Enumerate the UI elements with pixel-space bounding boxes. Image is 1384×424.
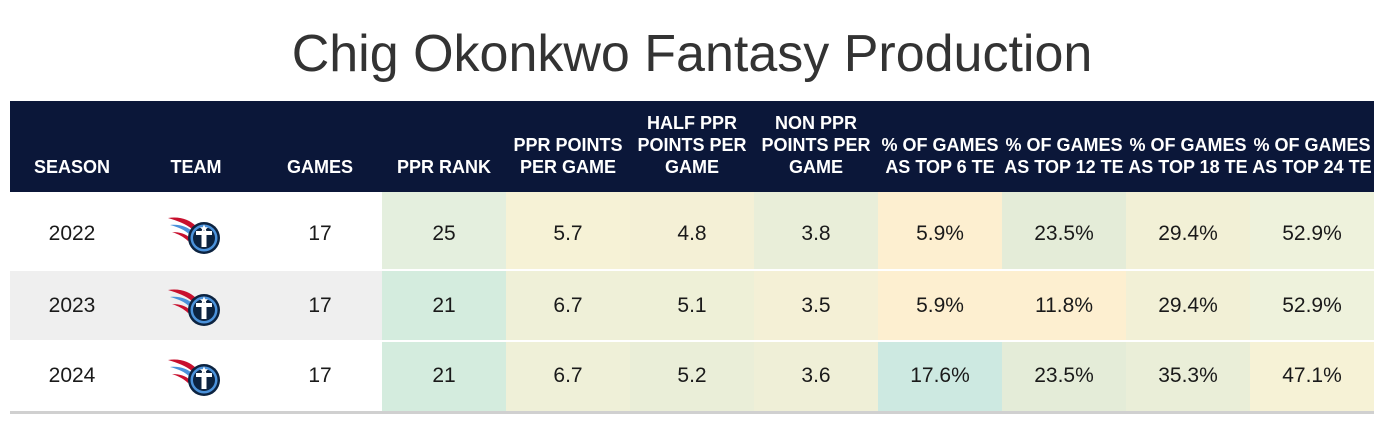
- team-cell: [134, 192, 258, 271]
- ppr-rank-cell: 21: [382, 341, 506, 414]
- games-cell: 17: [258, 341, 382, 414]
- column-header-non-ppr-ppg: NON PPR POINTS PER GAME: [754, 101, 878, 192]
- top12-cell: 23.5%: [1002, 192, 1126, 271]
- column-header-half-ppr-ppg: HALF PPR POINTS PER GAME: [630, 101, 754, 192]
- ppr-ppg-cell: 6.7: [506, 341, 630, 414]
- top6-cell: 5.9%: [878, 192, 1002, 271]
- half-ppr-ppg-cell: 5.1: [630, 270, 754, 342]
- ppr-rank-cell: 21: [382, 270, 506, 342]
- column-header-ppr-ppg: PPR POINTS PER GAME: [506, 101, 630, 192]
- half-ppr-ppg-cell: 4.8: [630, 192, 754, 271]
- column-header-top12: % OF GAMES AS TOP 12 TE: [1002, 101, 1126, 192]
- season-cell: 2022: [10, 192, 134, 271]
- titans-logo-icon: [166, 284, 226, 328]
- games-cell: 17: [258, 270, 382, 342]
- stats-table: SEASON TEAM GAMES PPR RANK PPR POINTS PE…: [10, 101, 1374, 414]
- non-ppr-ppg-cell: 3.8: [754, 192, 878, 271]
- top18-cell: 29.4%: [1126, 192, 1250, 271]
- top6-cell: 17.6%: [878, 341, 1002, 414]
- team-cell: [134, 341, 258, 414]
- column-header-games: GAMES: [258, 101, 382, 192]
- column-header-season: SEASON: [10, 101, 134, 192]
- non-ppr-ppg-cell: 3.6: [754, 341, 878, 414]
- column-header-top6: % OF GAMES AS TOP 6 TE: [878, 101, 1002, 192]
- top24-cell: 52.9%: [1250, 270, 1374, 342]
- team-cell: [134, 270, 258, 342]
- page-title: Chig Okonkwo Fantasy Production: [291, 25, 1093, 83]
- half-ppr-ppg-cell: 5.2: [630, 341, 754, 414]
- season-cell: 2023: [10, 270, 134, 342]
- season-cell: 2024: [10, 341, 134, 414]
- column-header-team: TEAM: [134, 101, 258, 192]
- games-cell: 17: [258, 192, 382, 271]
- column-header-top24: % OF GAMES AS TOP 24 TE: [1250, 101, 1374, 192]
- top12-cell: 23.5%: [1002, 341, 1126, 414]
- top6-cell: 5.9%: [878, 270, 1002, 342]
- top18-cell: 35.3%: [1126, 341, 1250, 414]
- ppr-ppg-cell: 5.7: [506, 192, 630, 271]
- table-row: 2024 17 21 6.7 5.2 3.6 17.6% 23.5% 35.3%…: [10, 341, 1374, 414]
- top18-cell: 29.4%: [1126, 270, 1250, 342]
- ppr-ppg-cell: 6.7: [506, 270, 630, 342]
- column-header-top18: % OF GAMES AS TOP 18 TE: [1126, 101, 1250, 192]
- titans-logo-icon: [166, 212, 226, 256]
- top12-cell: 11.8%: [1002, 270, 1126, 342]
- column-header-ppr-rank: PPR RANK: [382, 101, 506, 192]
- ppr-rank-cell: 25: [382, 192, 506, 271]
- table-row: 2023 17 21 6.7 5.1 3.5 5.9% 11.8% 29.4% …: [10, 270, 1374, 342]
- top24-cell: 52.9%: [1250, 192, 1374, 271]
- titans-logo-icon: [166, 354, 226, 398]
- header-row: SEASON TEAM GAMES PPR RANK PPR POINTS PE…: [10, 101, 1374, 192]
- non-ppr-ppg-cell: 3.5: [754, 270, 878, 342]
- top24-cell: 47.1%: [1250, 341, 1374, 414]
- table-row: 2022 17 25 5.7 4.8 3.8 5.9% 23.5% 29.4% …: [10, 192, 1374, 271]
